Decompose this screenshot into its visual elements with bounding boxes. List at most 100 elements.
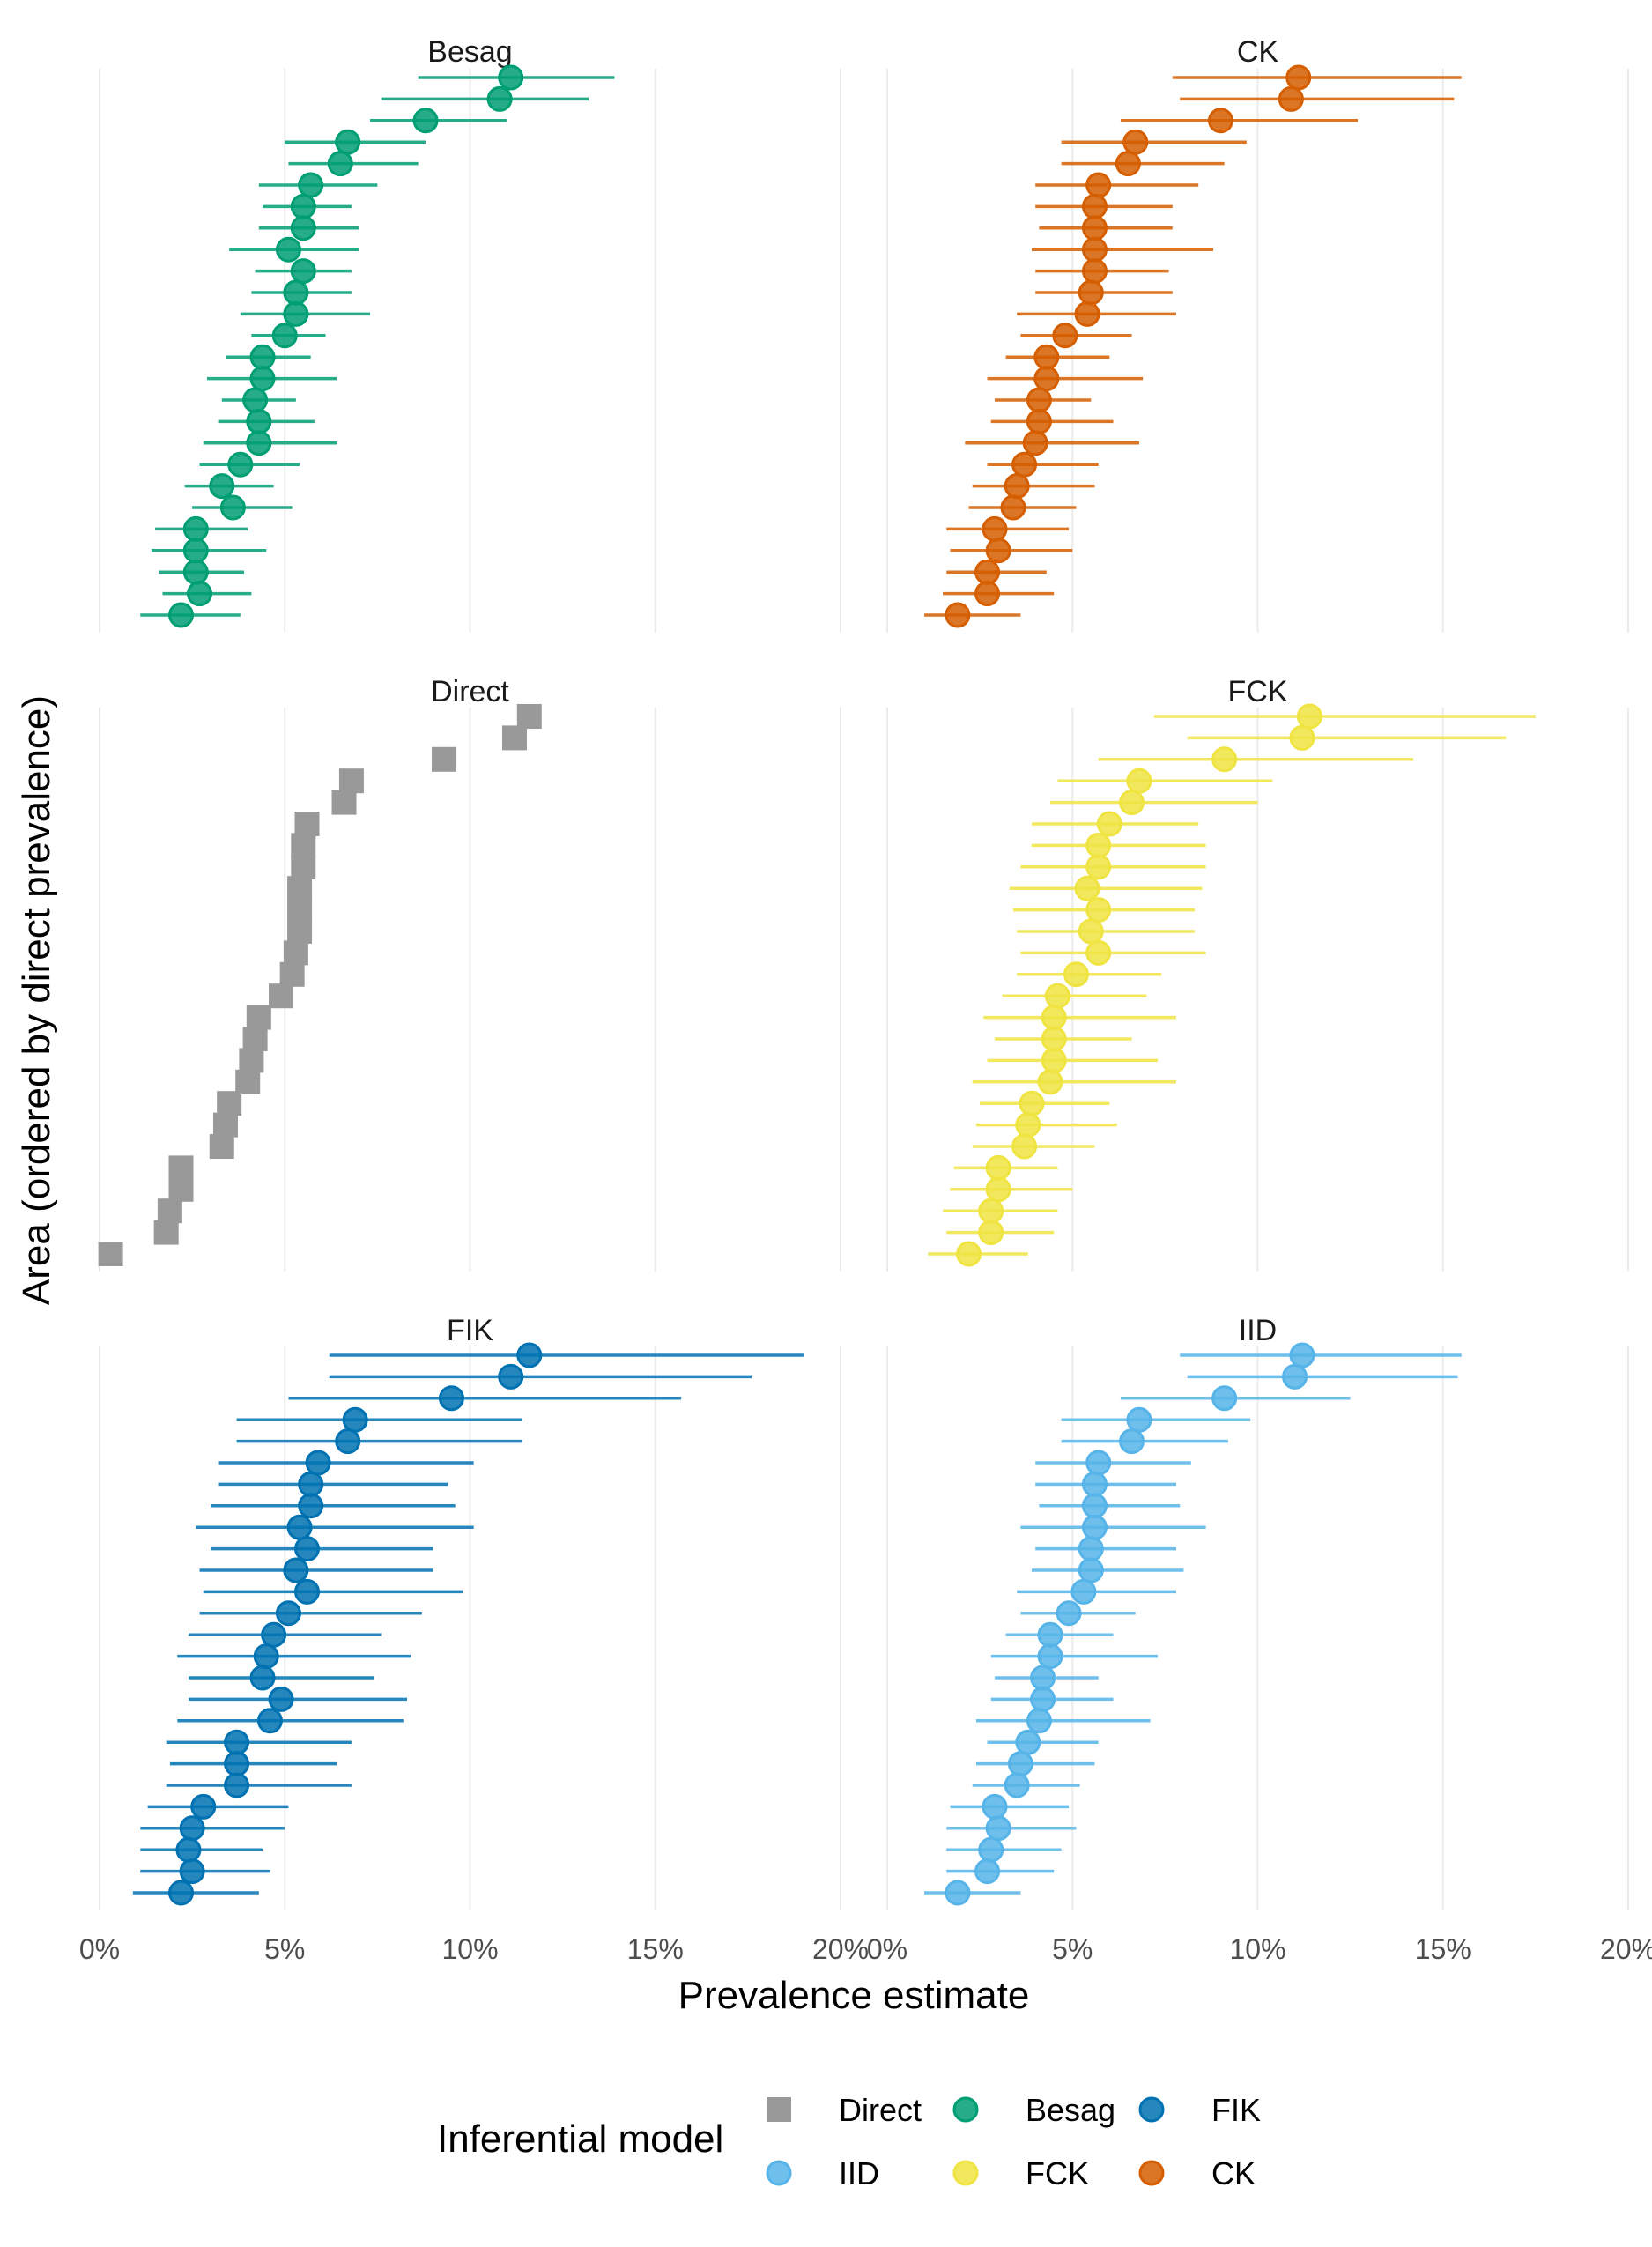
data-point	[293, 1536, 320, 1562]
data-point	[432, 746, 457, 772]
data-point	[516, 704, 542, 729]
data-point	[1081, 1471, 1108, 1497]
panel-fck: FCK	[886, 675, 1629, 1272]
data-point	[246, 1005, 271, 1030]
x-tick-label: 5%	[1052, 1933, 1093, 1965]
data-point	[290, 258, 316, 285]
data-point	[182, 538, 209, 564]
data-point	[978, 1198, 1004, 1224]
data-point	[1122, 129, 1149, 155]
data-point	[298, 1493, 324, 1519]
data-point	[157, 1198, 182, 1224]
data-point	[287, 897, 313, 923]
data-point	[271, 323, 298, 349]
data-point	[1126, 768, 1152, 794]
data-point	[1078, 918, 1104, 945]
data-point	[291, 854, 316, 879]
data-point	[1015, 1729, 1041, 1755]
data-point	[945, 1880, 971, 1906]
panel-iid: IID	[886, 1314, 1629, 1910]
legend-label-direct: Direct	[839, 2092, 922, 2128]
data-point	[1085, 854, 1112, 880]
data-point	[224, 1751, 250, 1777]
data-point	[268, 1686, 294, 1712]
data-point	[1085, 1450, 1112, 1476]
data-point	[179, 1815, 205, 1842]
data-point	[945, 602, 971, 628]
data-point	[1081, 1493, 1108, 1519]
data-point	[1074, 300, 1100, 327]
data-point	[1056, 1600, 1082, 1627]
data-point	[1085, 939, 1112, 966]
data-point	[1078, 279, 1104, 306]
data-point	[1282, 1363, 1308, 1390]
data-point	[1026, 408, 1052, 434]
data-point	[239, 1048, 264, 1073]
data-point	[1081, 236, 1108, 263]
data-point	[1207, 108, 1233, 134]
data-point	[261, 1621, 287, 1648]
data-point	[224, 1772, 250, 1798]
data-point	[982, 1793, 1008, 1820]
x-tick-label: 10%	[441, 1933, 498, 1965]
data-point	[1085, 897, 1112, 923]
data-point	[175, 1836, 202, 1863]
data-point	[1004, 473, 1030, 500]
data-point	[1030, 1686, 1056, 1712]
x-tick-label: 10%	[1229, 1933, 1285, 1965]
panel-fik: FIK	[99, 1314, 841, 1910]
data-point	[1007, 1751, 1033, 1777]
data-point	[1289, 1342, 1315, 1368]
data-point	[253, 1643, 279, 1670]
data-point	[293, 1578, 320, 1605]
data-point	[209, 473, 235, 500]
data-point	[1119, 790, 1145, 816]
data-point	[1115, 151, 1141, 177]
data-point	[1011, 1133, 1038, 1160]
data-point	[1015, 1112, 1041, 1138]
data-point	[498, 64, 524, 91]
data-point	[1278, 85, 1304, 112]
data-point	[1000, 494, 1026, 521]
legend-label-fck: FCK	[1026, 2155, 1089, 2191]
data-point	[182, 515, 209, 542]
data-point	[501, 725, 527, 751]
data-point	[275, 1600, 301, 1627]
data-point	[1211, 1385, 1238, 1412]
data-point	[168, 602, 195, 628]
data-point	[974, 559, 1001, 585]
data-point	[1033, 366, 1060, 392]
data-point	[283, 1557, 309, 1583]
x-tick-label: 0%	[79, 1933, 120, 1965]
data-point	[246, 430, 272, 456]
data-point	[298, 1471, 324, 1497]
data-point	[335, 1428, 361, 1455]
data-point	[1078, 1557, 1104, 1583]
data-point	[283, 279, 309, 306]
facet-label-fik: FIK	[447, 1314, 493, 1347]
data-point	[985, 1154, 1011, 1181]
data-point	[1019, 1090, 1045, 1116]
data-point	[1037, 1069, 1063, 1095]
data-point	[256, 1708, 283, 1734]
data-point	[249, 366, 276, 392]
data-point	[1289, 724, 1315, 751]
data-point	[1037, 1643, 1063, 1670]
data-point	[224, 1729, 250, 1755]
data-point	[249, 344, 276, 370]
data-point	[294, 812, 320, 836]
data-point	[287, 919, 313, 944]
data-point	[1119, 1428, 1145, 1455]
data-point	[217, 1091, 242, 1116]
data-point	[516, 1342, 543, 1368]
data-point	[1022, 430, 1048, 456]
data-point	[1096, 811, 1122, 837]
facet-label-fck: FCK	[1228, 675, 1288, 708]
legend-title: Inferential model	[437, 2117, 723, 2161]
x-tick-label: 20%	[812, 1933, 869, 1965]
legend-key-ck	[1138, 2160, 1165, 2186]
facet-label-ck: CK	[1237, 35, 1279, 69]
legend-key-fik	[1138, 2096, 1165, 2123]
x-tick-label: 20%	[1600, 1933, 1652, 1965]
data-point	[974, 1858, 1001, 1885]
